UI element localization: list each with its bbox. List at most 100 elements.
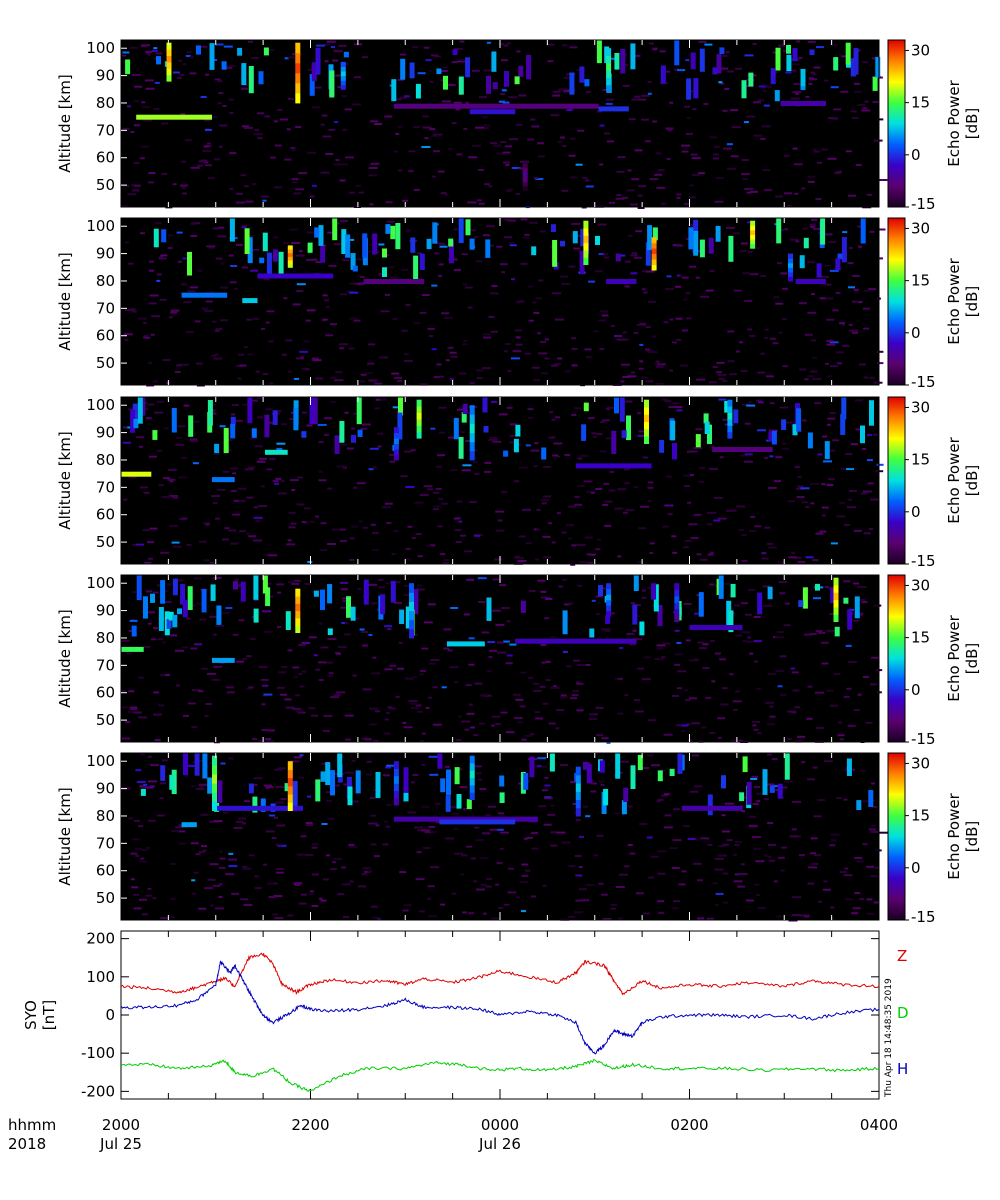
- echo-pixel: [538, 279, 544, 282]
- echo-pixel: [133, 711, 142, 714]
- echo-pixel: [215, 257, 223, 260]
- echo-pixel: [404, 353, 409, 356]
- echo-pixel: [318, 470, 323, 473]
- echo-pixel: [246, 532, 251, 535]
- echo-pixel: [281, 665, 288, 668]
- echo-spike: [788, 258, 793, 264]
- echo-pixel: [327, 543, 336, 545]
- echo-pixel: [807, 375, 815, 378]
- echo-pixel: [623, 865, 630, 868]
- echo-spike: [606, 588, 612, 595]
- echo-pixel: [299, 350, 309, 353]
- echo-pixel: [156, 638, 164, 641]
- echo-pixel: [339, 347, 345, 350]
- echo-pixel: [515, 193, 520, 195]
- echo-pixel: [147, 622, 152, 625]
- echo-pixel: [782, 365, 789, 368]
- y-tick-label: 60: [96, 684, 115, 702]
- echo-streak: [639, 621, 645, 636]
- echo-streak: [560, 240, 565, 247]
- echo-streak: [172, 578, 178, 596]
- echo-pixel: [190, 647, 198, 650]
- echo-pixel: [697, 917, 704, 920]
- echo-pixel: [152, 897, 157, 900]
- echo-pixel: [312, 258, 318, 261]
- echo-pixel: [122, 737, 130, 740]
- echo-pixel: [320, 171, 330, 174]
- echo-pixel: [322, 318, 328, 321]
- echo-spike: [340, 66, 346, 72]
- echo-streak: [513, 438, 519, 453]
- echo-pixel: [815, 691, 824, 694]
- echo-pixel: [333, 243, 342, 246]
- echo-pixel: [433, 491, 440, 494]
- echo-spike: [644, 421, 649, 430]
- echo-pixel: [775, 670, 785, 673]
- echo-pixel: [156, 584, 163, 587]
- echo-streak: [699, 239, 705, 258]
- echo-pixel: [260, 485, 265, 488]
- echo-streak: [611, 430, 617, 454]
- echo-pixel: [570, 697, 577, 700]
- echo-pixel: [265, 738, 272, 741]
- echo-streak: [125, 59, 131, 75]
- echo-streak: [703, 413, 709, 424]
- echo-spike: [416, 418, 422, 426]
- echo-pixel: [203, 559, 210, 562]
- echo-pixel: [470, 726, 475, 729]
- echo-pixel: [156, 449, 163, 452]
- mag-y-axis-label: SYO: [22, 1000, 40, 1030]
- echo-pixel: [609, 471, 615, 473]
- echo-pixel: [552, 94, 561, 97]
- echo-pixel: [377, 398, 387, 401]
- echo-pixel: [309, 520, 315, 523]
- echo-streak: [264, 414, 270, 438]
- echo-pixel: [321, 762, 329, 765]
- echo-pixel: [652, 120, 658, 123]
- echo-pixel: [415, 704, 422, 707]
- echo-pixel: [158, 257, 167, 260]
- echo-pixel: [274, 186, 283, 189]
- echo-streak: [375, 772, 381, 799]
- echo-pixel: [389, 664, 397, 667]
- echo-layer: [780, 101, 826, 106]
- echo-streak: [315, 779, 321, 802]
- echo-pixel: [242, 403, 250, 406]
- echo-pixel: [370, 843, 377, 846]
- echo-pixel: [253, 539, 262, 542]
- echo-pixel: [684, 539, 692, 542]
- echo-pixel: [418, 910, 425, 913]
- echo-pixel: [417, 72, 426, 75]
- echo-pixel: [464, 286, 473, 289]
- echo-pixel: [706, 917, 714, 920]
- echo-pixel: [374, 407, 380, 410]
- echo-pixel: [283, 242, 290, 244]
- echo-pixel: [823, 233, 833, 236]
- echo-pixel: [735, 634, 743, 637]
- echo-pixel: [790, 97, 800, 100]
- echo-pixel: [874, 866, 879, 869]
- echo-pixel: [848, 247, 853, 249]
- echo-pixel: [427, 603, 436, 606]
- echo-pixel: [541, 372, 548, 375]
- echo-pixel: [275, 477, 282, 480]
- echo-pixel: [291, 411, 295, 414]
- echo-pixel: [353, 486, 358, 489]
- echo-pixel: [170, 309, 180, 312]
- echo-pixel: [205, 523, 210, 526]
- echo-pixel: [253, 777, 263, 780]
- echo-pixel: [581, 899, 590, 902]
- echo-pixel: [405, 558, 411, 561]
- legend-label-D: D: [897, 1004, 909, 1022]
- echo-pixel: [824, 283, 832, 286]
- echo-pixel: [542, 501, 547, 504]
- echo-pixel: [647, 81, 652, 84]
- echo-pixel: [680, 364, 689, 367]
- echo-pixel: [253, 133, 263, 136]
- echo-pixel: [488, 185, 493, 188]
- echo-pixel: [308, 636, 317, 639]
- echo-pixel: [714, 145, 720, 148]
- echo-pixel: [466, 712, 475, 715]
- echo-pixel: [148, 172, 156, 174]
- echo-spike: [393, 438, 399, 445]
